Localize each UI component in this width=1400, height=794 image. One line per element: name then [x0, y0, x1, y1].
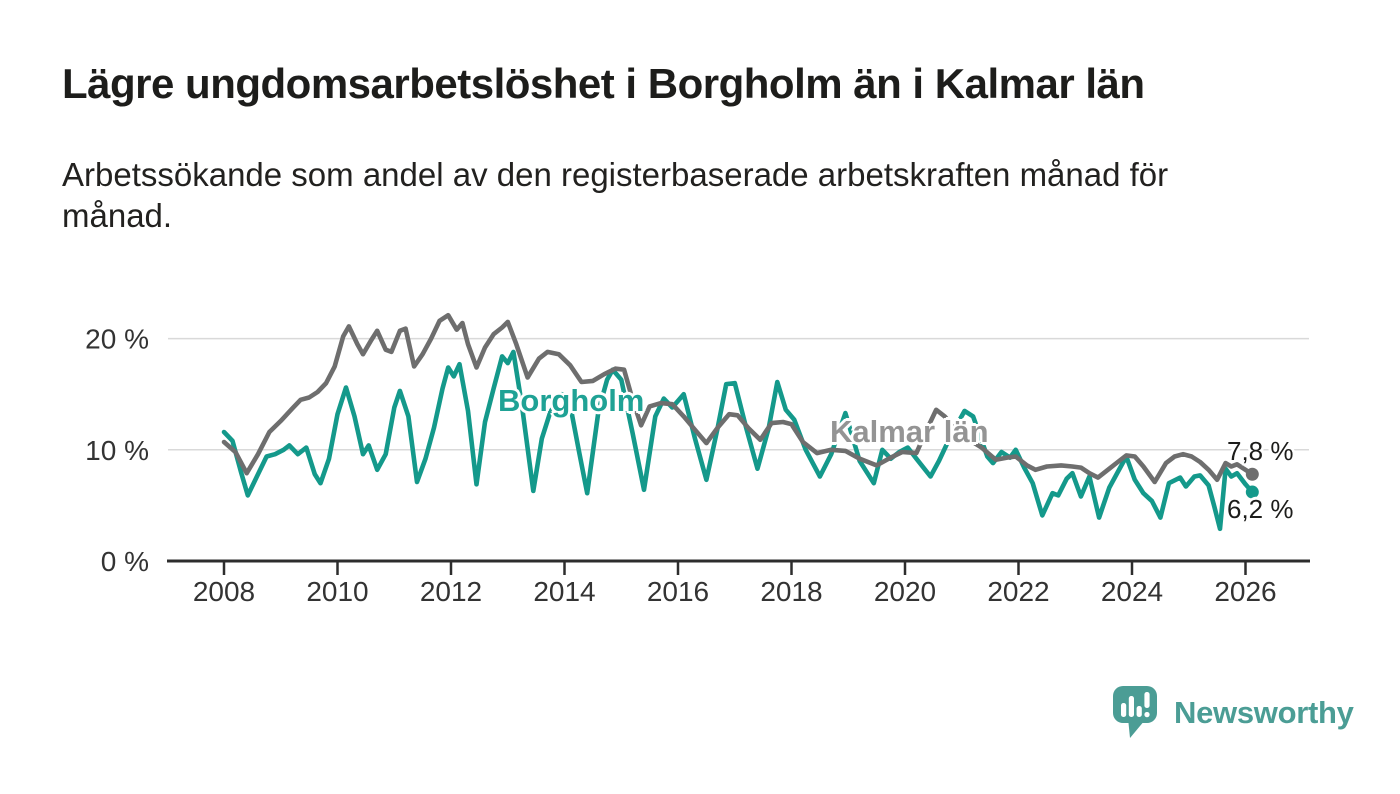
x-tick-label: 2014	[533, 576, 595, 607]
y-axis-label: 10 %	[85, 435, 149, 466]
x-tick-label: 2024	[1101, 576, 1163, 607]
y-axis-label: 20 %	[85, 324, 149, 355]
end-value-label-kalmar-lan: 7,8 %	[1227, 436, 1294, 466]
x-tick-label: 2020	[874, 576, 936, 607]
newsworthy-logo-icon	[1113, 686, 1157, 738]
series-line-borgholm	[221, 349, 1255, 532]
series-end-dot-kalmar-l-n	[1245, 467, 1259, 481]
series-lines	[221, 312, 1259, 532]
series-label-borgholm: Borgholm	[498, 383, 645, 418]
x-tick-label: 2018	[760, 576, 822, 607]
newsworthy-logo-text: Newsworthy	[1174, 694, 1354, 730]
y-axis-label: 0 %	[101, 546, 149, 577]
series-line-kalmar-l-n	[221, 312, 1255, 485]
x-axis	[167, 559, 1310, 575]
x-tick-label: 2022	[987, 576, 1049, 607]
axis-labels: 0 % 10 % 20 % 2008 2010 2012 2014 2016 2018 2020 2…	[85, 324, 1276, 607]
series-end-dot-borgholm	[1245, 485, 1259, 499]
newsworthy-logo: Newsworthy	[1113, 686, 1354, 739]
x-tick-label: 2016	[647, 576, 709, 607]
x-tick-label: 2026	[1214, 576, 1276, 607]
x-tick-label: 2010	[306, 576, 368, 607]
end-value-label-borgholm: 6,2 %	[1227, 494, 1294, 524]
x-tick-label: 2008	[193, 576, 255, 607]
chart-subtitle: Arbetssökande som andel av den registerb…	[62, 156, 1169, 234]
series-label-kalmar-lan: Kalmar län	[830, 414, 989, 449]
x-tick-label: 2012	[420, 576, 482, 607]
gridlines	[168, 337, 1309, 451]
page-title: Lägre ungdomsarbetslöshet i Borgholm än …	[62, 60, 1145, 107]
